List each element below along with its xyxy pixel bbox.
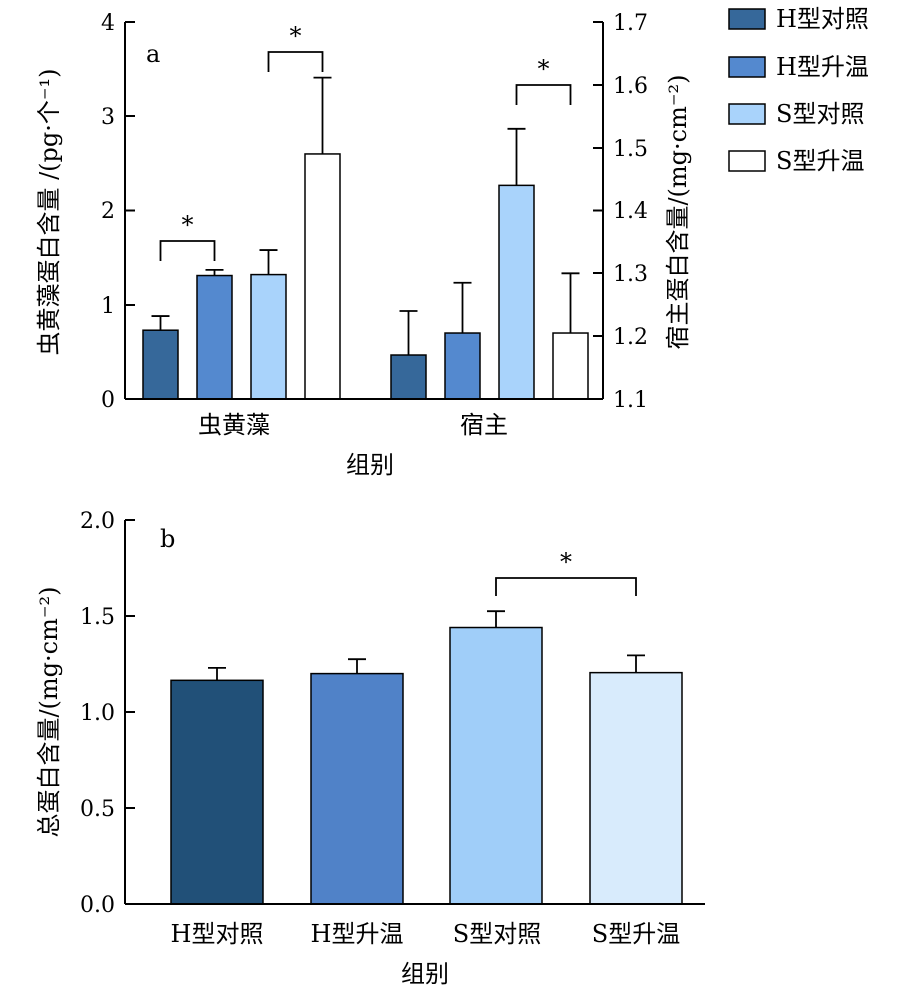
panel-b-category-label: S型升温 <box>592 920 680 948</box>
panel-a-category-label: 虫黄藻 <box>198 411 270 439</box>
panel-a-marks: * * * <box>142 22 589 400</box>
bar <box>304 153 341 400</box>
legend: H型对照 H型升温 S型对照 S型升温 <box>728 5 869 175</box>
bar <box>444 332 481 400</box>
legend-swatch <box>728 8 766 30</box>
panel-b-marks: * <box>170 548 683 905</box>
panel-a: * * * 0 1 2 3 4 1.1 1.2 1.3 1.4 1.5 1.6 1.… <box>35 11 692 479</box>
legend-label: H型升温 <box>776 53 869 81</box>
panel-b-tick-label: 1.5 <box>80 605 115 630</box>
panel-b-category-label: S型对照 <box>453 920 541 948</box>
panel-b: * 0.0 0.5 1.0 1.5 2.0 H型对照 H型升温 S型对照 S型升… <box>35 509 705 988</box>
bar <box>390 354 427 400</box>
legend-swatch <box>728 150 766 172</box>
panel-a-right-tick-label: 1.6 <box>613 74 648 99</box>
panel-b-label: b <box>160 525 175 553</box>
panel-b-x-axis-label: 组别 <box>401 960 449 988</box>
panel-a-right-tick-label: 1.7 <box>613 11 648 36</box>
bar <box>170 679 264 905</box>
significance-bracket <box>515 84 572 105</box>
panel-a-left-tick-label: 0 <box>101 388 115 413</box>
significance-bracket-star: * <box>560 548 572 576</box>
significance-bracket <box>159 240 216 261</box>
panel-a-right-tick-label: 1.3 <box>613 262 648 287</box>
panel-a-left-axis-title: 虫黄藻蛋白含量 /(pg·个⁻¹) <box>35 68 63 355</box>
panel-a-right-axis-title: 宿主蛋白含量/(mg·cm⁻²) <box>664 74 692 349</box>
bar <box>498 184 535 400</box>
panel-a-left-tick-label: 3 <box>101 105 115 130</box>
panel-a-left-tick-label: 1 <box>101 294 115 319</box>
panel-b-tick-label: 0.0 <box>80 893 115 918</box>
panel-a-left-tick-label: 2 <box>101 199 115 224</box>
panel-b-category-label: H型升温 <box>311 920 404 948</box>
panel-b-tick-label: 1.0 <box>80 701 115 726</box>
legend-label: S型升温 <box>776 147 864 175</box>
bar <box>250 273 287 400</box>
panel-b-tick-label: 0.5 <box>80 797 115 822</box>
significance-bracket <box>495 577 637 596</box>
panel-a-category-label: 宿主 <box>460 411 508 439</box>
bar <box>142 329 179 400</box>
significance-bracket-star: * <box>182 211 194 239</box>
significance-bracket-star: * <box>290 22 302 50</box>
panel-a-right-tick-label: 1.4 <box>613 199 648 224</box>
legend-swatch <box>728 56 766 78</box>
legend-label: H型对照 <box>776 5 869 33</box>
panel-a-right-tick-label: 1.1 <box>613 388 648 413</box>
panel-a-right-tick-label: 1.2 <box>613 325 648 350</box>
panel-b-y-axis-title: 总蛋白含量/(mg·cm⁻²) <box>35 586 63 837</box>
legend-swatch <box>728 103 766 125</box>
significance-bracket <box>267 51 324 72</box>
bar <box>552 332 589 400</box>
bar <box>196 274 233 400</box>
legend-label: S型对照 <box>776 100 864 128</box>
panel-a-label: a <box>146 40 160 68</box>
bar <box>310 672 404 905</box>
panel-b-category-label: H型对照 <box>171 920 264 948</box>
panel-a-x-axis-label: 组别 <box>346 451 394 479</box>
bar <box>589 671 683 905</box>
panel-a-left-tick-label: 4 <box>101 11 115 36</box>
panel-b-tick-label: 2.0 <box>80 509 115 534</box>
significance-bracket-star: * <box>538 55 550 83</box>
bar <box>449 626 543 905</box>
panel-a-right-tick-label: 1.5 <box>613 137 648 162</box>
